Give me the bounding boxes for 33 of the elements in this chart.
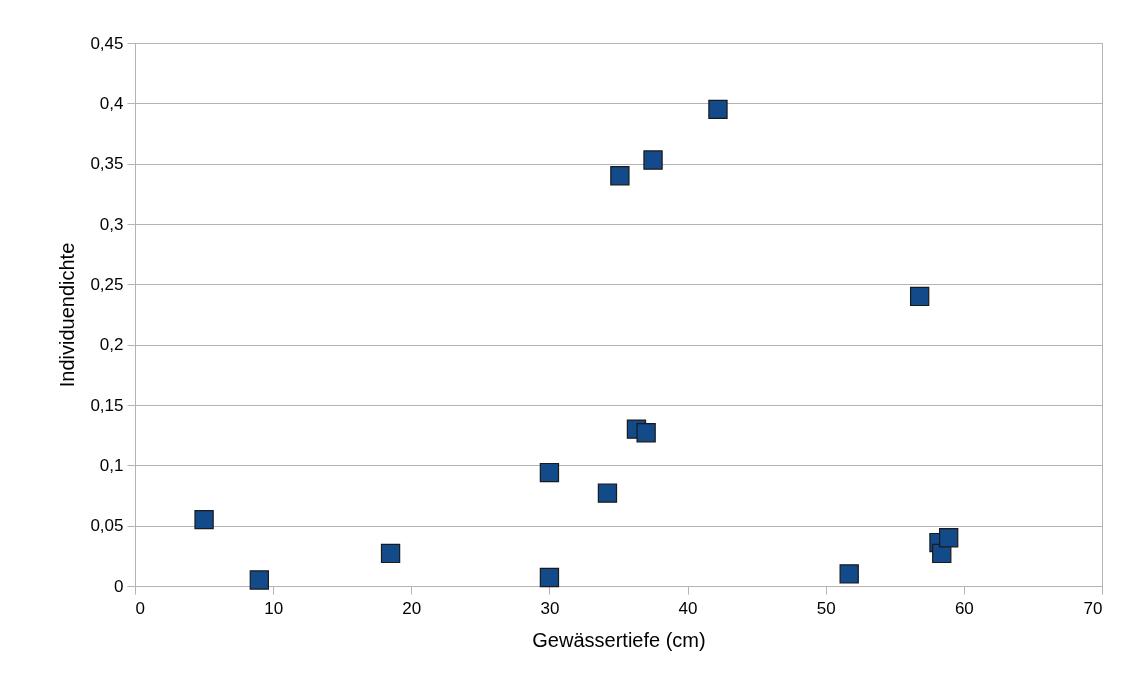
point [636,423,656,443]
point [194,509,214,530]
point [708,99,728,120]
y-tick-label: 0,3 [99,214,124,234]
point [938,528,959,548]
x-tick-label: 40 [678,598,698,618]
y-tick-label: 0,35 [90,154,124,174]
point [597,483,618,503]
point [610,166,630,186]
x-axis-title: Gewässertiefe (cm) [532,628,706,651]
point [643,150,663,170]
y-tick-label: 0,45 [90,33,124,53]
y-tick-label: 0,05 [90,516,124,536]
point [909,286,930,307]
point [539,567,560,588]
y-tick-label: 0,4 [99,93,124,113]
x-tick-label: 60 [954,598,974,618]
point [380,543,401,564]
y-tick-label: 0,25 [90,274,124,294]
y-tick-label: 0,2 [99,335,124,355]
x-tick-label: 50 [816,598,836,618]
point [839,564,859,584]
point [539,462,560,483]
x-tick-label: 0 [135,598,145,618]
point [249,570,270,590]
x-tick-label: 70 [1083,598,1103,618]
x-tick-label: 30 [540,598,560,618]
x-tick-label: 20 [402,598,422,618]
y-axis-title: Individuendichte [56,242,79,388]
y-tick-label: 0,1 [99,455,124,475]
y-tick-label: 0 [114,576,124,596]
y-tick-label: 0,15 [90,395,124,415]
x-tick-label: 10 [264,598,284,618]
